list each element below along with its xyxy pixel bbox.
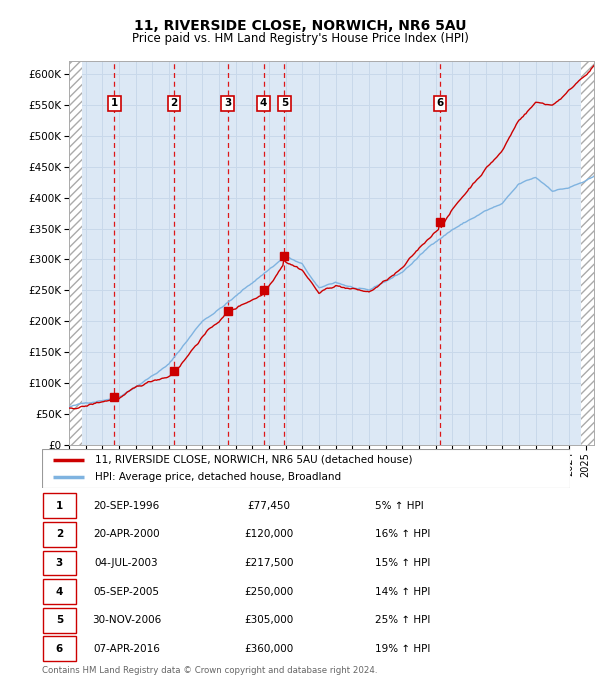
Text: 25% ↑ HPI: 25% ↑ HPI bbox=[374, 615, 430, 625]
FancyBboxPatch shape bbox=[43, 494, 76, 518]
FancyBboxPatch shape bbox=[43, 608, 76, 632]
Text: Price paid vs. HM Land Registry's House Price Index (HPI): Price paid vs. HM Land Registry's House … bbox=[131, 32, 469, 45]
Text: 3: 3 bbox=[224, 99, 231, 108]
Text: 20-SEP-1996: 20-SEP-1996 bbox=[94, 501, 160, 511]
Text: 20-APR-2000: 20-APR-2000 bbox=[93, 530, 160, 539]
Text: £250,000: £250,000 bbox=[244, 587, 293, 596]
Bar bbox=[581, 61, 594, 445]
Text: 11, RIVERSIDE CLOSE, NORWICH, NR6 5AU: 11, RIVERSIDE CLOSE, NORWICH, NR6 5AU bbox=[134, 19, 466, 33]
Text: £217,500: £217,500 bbox=[244, 558, 294, 568]
Text: 2: 2 bbox=[170, 99, 178, 108]
Text: 2: 2 bbox=[56, 530, 63, 539]
Text: 07-APR-2016: 07-APR-2016 bbox=[93, 644, 160, 653]
Text: 6: 6 bbox=[437, 99, 444, 108]
Text: 05-SEP-2005: 05-SEP-2005 bbox=[94, 587, 160, 596]
Text: £120,000: £120,000 bbox=[244, 530, 293, 539]
Text: HPI: Average price, detached house, Broadland: HPI: Average price, detached house, Broa… bbox=[95, 472, 341, 482]
Text: Contains HM Land Registry data © Crown copyright and database right 2024.: Contains HM Land Registry data © Crown c… bbox=[42, 666, 377, 675]
FancyBboxPatch shape bbox=[42, 449, 570, 488]
Text: 3: 3 bbox=[56, 558, 63, 568]
Text: 5% ↑ HPI: 5% ↑ HPI bbox=[374, 501, 424, 511]
Text: 1: 1 bbox=[111, 99, 118, 108]
Text: 16% ↑ HPI: 16% ↑ HPI bbox=[374, 530, 430, 539]
Text: £77,450: £77,450 bbox=[248, 501, 290, 511]
Text: 04-JUL-2003: 04-JUL-2003 bbox=[95, 558, 158, 568]
Text: £305,000: £305,000 bbox=[244, 615, 293, 625]
FancyBboxPatch shape bbox=[43, 636, 76, 661]
Text: 30-NOV-2006: 30-NOV-2006 bbox=[92, 615, 161, 625]
Text: 6: 6 bbox=[56, 644, 63, 653]
Text: 5: 5 bbox=[56, 615, 63, 625]
Text: 5: 5 bbox=[281, 99, 288, 108]
Text: 11, RIVERSIDE CLOSE, NORWICH, NR6 5AU (detached house): 11, RIVERSIDE CLOSE, NORWICH, NR6 5AU (d… bbox=[95, 455, 412, 465]
FancyBboxPatch shape bbox=[43, 522, 76, 547]
Text: 4: 4 bbox=[260, 99, 268, 108]
Text: 15% ↑ HPI: 15% ↑ HPI bbox=[374, 558, 430, 568]
Text: 19% ↑ HPI: 19% ↑ HPI bbox=[374, 644, 430, 653]
Text: £360,000: £360,000 bbox=[244, 644, 293, 653]
Text: 14% ↑ HPI: 14% ↑ HPI bbox=[374, 587, 430, 596]
FancyBboxPatch shape bbox=[43, 551, 76, 575]
Text: 4: 4 bbox=[56, 587, 63, 596]
Text: 1: 1 bbox=[56, 501, 63, 511]
Bar bbox=[69, 61, 82, 445]
FancyBboxPatch shape bbox=[43, 579, 76, 604]
